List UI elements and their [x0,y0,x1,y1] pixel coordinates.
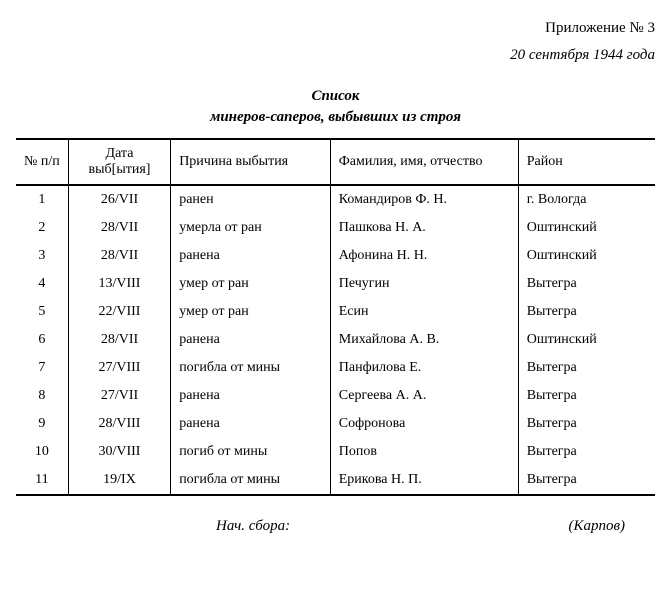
cell-reason: ранена [171,382,331,410]
appendix-number: Приложение № 3 [16,20,655,37]
table-row: 827/VIIраненаСергеева А. А.Вытегра [16,382,655,410]
cell-date: 22/VIII [68,298,170,326]
cell-num: 1 [16,185,68,214]
cell-region: Оштинский [518,214,655,242]
cell-region: Оштинский [518,242,655,270]
table-row: 928/VIIIраненаСофроноваВытегра [16,410,655,438]
cell-date: 28/VII [68,214,170,242]
table-row: 228/VIIумерла от ранПашкова Н. А.Оштинск… [16,214,655,242]
cell-name: Панфилова Е. [330,354,518,382]
cell-region: Вытегра [518,270,655,298]
cell-num: 5 [16,298,68,326]
table-header-row: № п/п Дата выб[ытия] Причина выбытия Фам… [16,139,655,185]
cell-date: 27/VII [68,382,170,410]
cell-reason: ранена [171,410,331,438]
cell-reason: ранена [171,326,331,354]
footer-left-label: Нач. сбора: [216,518,290,535]
cell-date: 30/VIII [68,438,170,466]
cell-name: Михайлова А. В. [330,326,518,354]
cell-region: Вытегра [518,354,655,382]
cell-num: 8 [16,382,68,410]
cell-region: Вытегра [518,438,655,466]
cell-region: г. Вологда [518,185,655,214]
cell-name: Ерикова Н. П. [330,466,518,495]
footer-signature: (Карпов) [569,518,625,535]
cell-date: 28/VII [68,242,170,270]
cell-region: Вытегра [518,466,655,495]
cell-reason: ранена [171,242,331,270]
roster-table: № п/п Дата выб[ытия] Причина выбытия Фам… [16,138,655,496]
col-header-num: № п/п [16,139,68,185]
cell-region: Вытегра [518,382,655,410]
cell-date: 28/VIII [68,410,170,438]
cell-name: Есин [330,298,518,326]
col-header-reason: Причина выбытия [171,139,331,185]
document-title: Список минеров-саперов, выбывших из стро… [16,86,655,128]
table-row: 727/VIIIпогибла от миныПанфилова Е.Вытег… [16,354,655,382]
col-header-region: Район [518,139,655,185]
cell-date: 28/VII [68,326,170,354]
cell-num: 9 [16,410,68,438]
document-date: 20 сентября 1944 года [16,47,655,64]
table-row: 328/VIIраненаАфонина Н. Н.Оштинский [16,242,655,270]
cell-reason: умер от ран [171,298,331,326]
cell-reason: погибла от мины [171,354,331,382]
table-row: 126/VIIраненКомандиров Ф. Н.г. Вологда [16,185,655,214]
cell-name: Афонина Н. Н. [330,242,518,270]
cell-num: 6 [16,326,68,354]
cell-name: Попов [330,438,518,466]
table-row: 522/VIIIумер от ранЕсинВытегра [16,298,655,326]
title-line-2: минеров-саперов, выбывших из строя [16,107,655,128]
cell-name: Сергеева А. А. [330,382,518,410]
table-body: 126/VIIраненКомандиров Ф. Н.г. Вологда22… [16,185,655,495]
table-row: 1119/IXпогибла от миныЕрикова Н. П.Вытег… [16,466,655,495]
cell-date: 13/VIII [68,270,170,298]
cell-num: 2 [16,214,68,242]
cell-region: Вытегра [518,298,655,326]
cell-num: 11 [16,466,68,495]
cell-region: Оштинский [518,326,655,354]
cell-reason: ранен [171,185,331,214]
cell-num: 3 [16,242,68,270]
cell-num: 4 [16,270,68,298]
cell-name: Пашкова Н. А. [330,214,518,242]
cell-name: Печугин [330,270,518,298]
cell-reason: умерла от ран [171,214,331,242]
cell-reason: умер от ран [171,270,331,298]
cell-date: 26/VII [68,185,170,214]
table-row: 628/VIIраненаМихайлова А. В.Оштинский [16,326,655,354]
col-header-date: Дата выб[ытия] [68,139,170,185]
cell-date: 19/IX [68,466,170,495]
cell-date: 27/VIII [68,354,170,382]
cell-num: 10 [16,438,68,466]
cell-name: Софронова [330,410,518,438]
cell-name: Командиров Ф. Н. [330,185,518,214]
cell-region: Вытегра [518,410,655,438]
footer-line: Нач. сбора: (Карпов) [16,518,655,535]
table-row: 1030/VIIIпогиб от миныПоповВытегра [16,438,655,466]
title-line-1: Список [16,86,655,107]
table-row: 413/VIIIумер от ранПечугинВытегра [16,270,655,298]
cell-num: 7 [16,354,68,382]
col-header-name: Фамилия, имя, отчество [330,139,518,185]
cell-reason: погибла от мины [171,466,331,495]
cell-reason: погиб от мины [171,438,331,466]
